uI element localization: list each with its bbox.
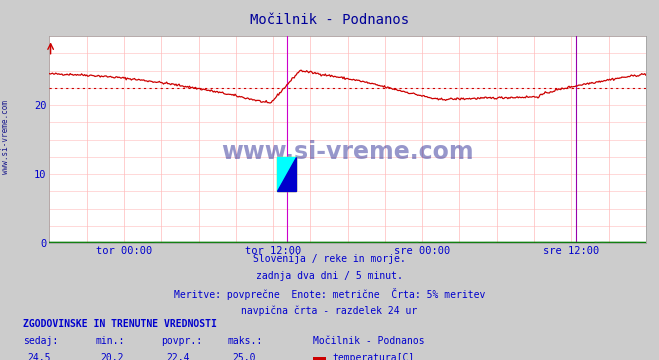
Polygon shape (277, 157, 297, 191)
Bar (277, 157, 297, 191)
Polygon shape (277, 157, 297, 191)
Text: 22,4: 22,4 (166, 353, 190, 360)
Text: Močilnik - Podnanos: Močilnik - Podnanos (250, 13, 409, 27)
Text: maks.:: maks.: (227, 336, 262, 346)
Text: sedaj:: sedaj: (23, 336, 58, 346)
Text: 20,2: 20,2 (100, 353, 124, 360)
Text: www.si-vreme.com: www.si-vreme.com (221, 140, 474, 164)
Text: Meritve: povprečne  Enote: metrične  Črta: 5% meritev: Meritve: povprečne Enote: metrične Črta:… (174, 288, 485, 300)
Text: Močilnik - Podnanos: Močilnik - Podnanos (313, 336, 424, 346)
Text: Slovenija / reke in morje.: Slovenija / reke in morje. (253, 254, 406, 264)
Text: temperatura[C]: temperatura[C] (333, 353, 415, 360)
Text: povpr.:: povpr.: (161, 336, 202, 346)
Text: 25,0: 25,0 (232, 353, 256, 360)
Text: 24,5: 24,5 (28, 353, 51, 360)
Text: www.si-vreme.com: www.si-vreme.com (1, 100, 10, 174)
Text: zadnja dva dni / 5 minut.: zadnja dva dni / 5 minut. (256, 271, 403, 281)
Text: min.:: min.: (96, 336, 125, 346)
Text: ZGODOVINSKE IN TRENUTNE VREDNOSTI: ZGODOVINSKE IN TRENUTNE VREDNOSTI (23, 319, 217, 329)
Text: navpična črta - razdelek 24 ur: navpična črta - razdelek 24 ur (241, 306, 418, 316)
